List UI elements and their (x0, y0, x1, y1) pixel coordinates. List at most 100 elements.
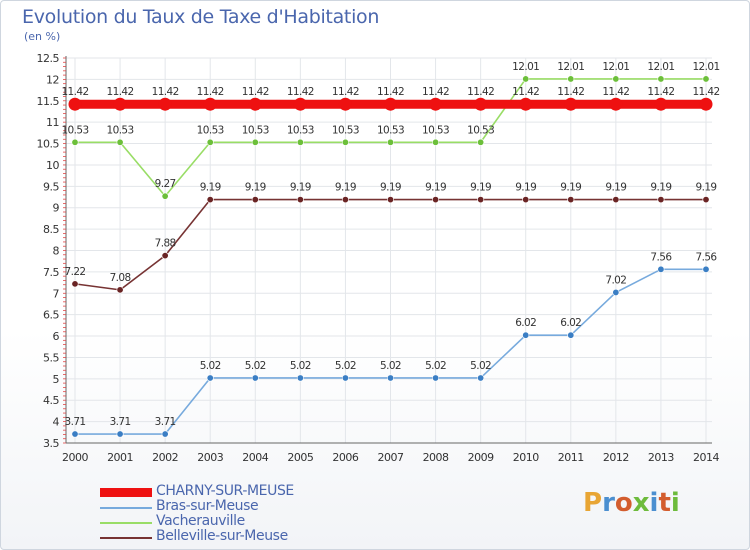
data-point (654, 97, 668, 111)
y-tick-label: 9 (53, 202, 60, 215)
data-label: 7.22 (65, 266, 86, 278)
chart-subtitle: (en %) (24, 30, 61, 43)
data-label: 5.02 (245, 360, 266, 372)
data-label: 9.19 (696, 182, 717, 194)
data-label: 5.02 (200, 360, 221, 372)
logo-letter: P (583, 488, 603, 518)
data-label: 12.01 (692, 61, 719, 73)
y-tick-label: 8 (53, 245, 60, 258)
data-label: 10.53 (242, 124, 269, 136)
data-point (612, 288, 620, 296)
legend-label: Vacherauville (156, 513, 245, 529)
data-label: 9.19 (650, 182, 671, 194)
data-point (161, 192, 169, 200)
data-point (609, 97, 623, 111)
data-point (251, 138, 259, 146)
logo-letter: o (614, 488, 633, 518)
y-tick-label: 11.5 (37, 95, 60, 108)
legend-swatch (100, 537, 152, 539)
data-point (386, 196, 394, 204)
legend-label: Belleville-sur-Meuse (156, 528, 288, 544)
data-label: 11.42 (467, 86, 494, 98)
data-label: 12.01 (557, 61, 584, 73)
series-belleville-sur-meuse (71, 196, 710, 294)
data-point (116, 138, 124, 146)
data-label: 9.19 (425, 182, 446, 194)
y-tick-label: 6 (53, 330, 60, 343)
data-point (384, 97, 397, 111)
y-tick-label: 9.5 (43, 180, 59, 193)
data-label: 11.42 (647, 86, 674, 98)
chart-title: Evolution du Taux de Taxe d'Habitation (22, 6, 380, 28)
data-label: 11.42 (107, 86, 134, 98)
data-point (522, 196, 530, 204)
data-point (699, 97, 713, 111)
data-label: 3.71 (155, 416, 176, 428)
x-tick-label: 2008 (423, 451, 449, 464)
data-label: 12.01 (512, 61, 539, 73)
x-tick-label: 2006 (332, 451, 358, 464)
data-point (386, 138, 394, 146)
data-label: 9.19 (605, 182, 626, 194)
data-point (71, 430, 79, 438)
data-point (564, 97, 578, 111)
grid (66, 57, 712, 444)
data-point (477, 196, 485, 204)
data-point (567, 75, 575, 83)
x-tick-label: 2004 (242, 451, 268, 464)
data-point (429, 97, 443, 111)
y-tick-label: 7.5 (43, 266, 59, 279)
data-point (477, 374, 485, 382)
y-tick-label: 5.5 (43, 351, 59, 364)
data-label: 9.19 (380, 182, 401, 194)
logo-letter: x (632, 488, 650, 518)
data-label: 12.01 (647, 61, 674, 73)
data-point (612, 196, 620, 204)
y-tick-label: 4 (53, 416, 60, 429)
data-point (251, 374, 259, 382)
data-point (657, 265, 665, 273)
x-tick-label: 2007 (378, 451, 404, 464)
data-point (116, 286, 124, 294)
x-tick-label: 2012 (603, 451, 629, 464)
x-tick-label: 2003 (197, 451, 223, 464)
data-point (68, 97, 82, 111)
x-tick-label: 2001 (107, 451, 133, 464)
data-label: 11.42 (61, 86, 88, 98)
data-point (71, 138, 79, 146)
logo-letter: i (670, 488, 680, 518)
data-point (567, 331, 575, 339)
data-label: 7.02 (605, 274, 626, 286)
data-label: 7.56 (696, 251, 718, 263)
data-label: 5.02 (335, 360, 356, 372)
data-point (248, 97, 262, 111)
data-point (158, 97, 172, 111)
y-tick-label: 4.5 (43, 394, 59, 407)
data-label: 12.01 (602, 61, 629, 73)
y-tick-label: 11 (46, 116, 59, 129)
data-point (432, 138, 440, 146)
legend-label: Bras-sur-Meuse (156, 498, 259, 514)
data-point (296, 196, 304, 204)
data-label: 9.19 (290, 182, 311, 194)
x-tick-label: 2011 (558, 451, 584, 464)
y-tick-label: 10.5 (37, 138, 60, 151)
data-label: 6.02 (515, 317, 536, 329)
y-tick-label: 8.5 (43, 223, 59, 236)
y-tick-label: 6.5 (43, 309, 59, 322)
data-point (161, 252, 169, 260)
data-point (702, 196, 710, 204)
series-bras-sur-meuse (71, 265, 710, 438)
data-point (702, 265, 710, 273)
data-point (432, 374, 440, 382)
x-tick-label: 2002 (152, 451, 178, 464)
data-label: 11.42 (332, 86, 359, 98)
logo-letter: t (658, 488, 671, 518)
data-label: 3.71 (65, 416, 86, 428)
data-label: 11.42 (377, 86, 404, 98)
y-tick-label: 12 (46, 73, 59, 86)
data-label: 11.42 (287, 86, 314, 98)
data-label: 5.02 (425, 360, 446, 372)
